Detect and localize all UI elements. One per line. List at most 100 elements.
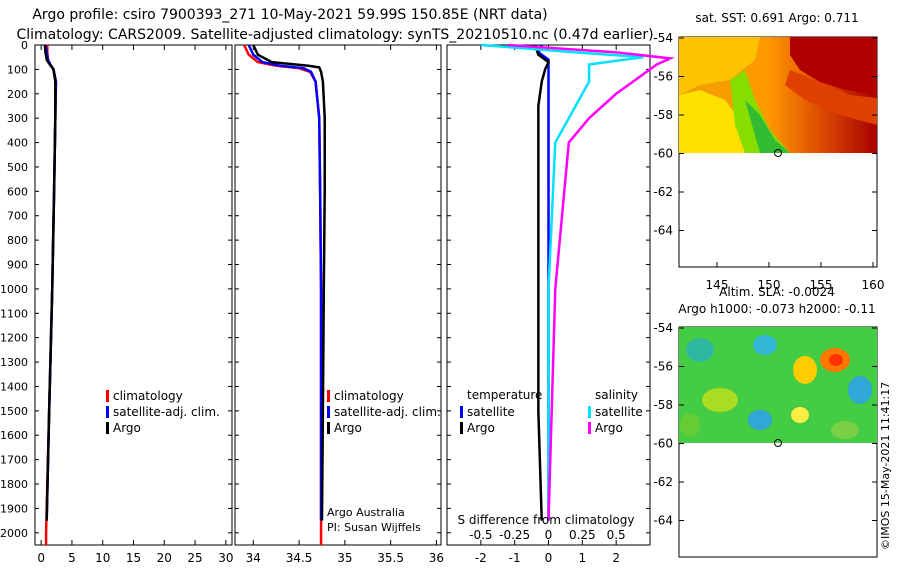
sst-argo-marker bbox=[774, 149, 782, 157]
series-line-satellite-adj-clim- bbox=[247, 44, 323, 521]
depth-tick-label: 200 bbox=[7, 88, 28, 101]
timestamp: ©IMOS 15-May-2021 11:41:17 bbox=[879, 382, 892, 550]
depth-tick-label: 1500 bbox=[0, 405, 28, 418]
title-line-2: Climatology: CARS2009. Satellite-adjuste… bbox=[16, 27, 653, 43]
series-line-argo bbox=[252, 44, 326, 521]
temperature-panel: 0 5 10 15 20 25 30 bbox=[34, 44, 233, 565]
legend-label-t-argo: Argo bbox=[467, 421, 495, 435]
sla-blob bbox=[793, 356, 817, 384]
map-y-tick-label: -54 bbox=[653, 31, 673, 45]
legend-label-s-argo: Argo bbox=[595, 421, 623, 435]
credit-line-2: PI: Susan Wijffels bbox=[327, 521, 421, 534]
map-y-tick-label: -64 bbox=[653, 514, 673, 528]
depth-tick-label: 300 bbox=[7, 112, 28, 125]
salinity-diff-tick-label: 0.25 bbox=[569, 528, 596, 542]
depth-tick-label: 800 bbox=[7, 234, 28, 247]
panel-frame bbox=[234, 44, 442, 546]
series-line-s-satellite bbox=[480, 43, 644, 521]
legend-label-satellite: satellite-adj. clim. bbox=[334, 405, 441, 419]
series-line-s-argo bbox=[507, 43, 675, 521]
x-tick-label: 15 bbox=[126, 551, 141, 565]
legend-swatch-argo bbox=[106, 422, 109, 434]
legend-swatch-s-satellite bbox=[588, 406, 591, 418]
depth-axis: 0 100 200 300 400 500 600 700 800 900 1000 1100 1200… bbox=[0, 39, 28, 540]
sst-map-title: sat. SST: 0.691 Argo: 0.711 bbox=[695, 11, 858, 25]
sla-blob bbox=[791, 407, 809, 423]
depth-tick-label: 1300 bbox=[0, 356, 28, 369]
sst-patch-red bbox=[785, 70, 877, 125]
map-x-tick-label: 145 bbox=[706, 278, 729, 292]
x-tick-label: 5 bbox=[68, 551, 76, 565]
legend-swatch-satellite bbox=[106, 406, 109, 418]
depth-tick-label: 900 bbox=[7, 259, 28, 272]
depth-tick-label: 400 bbox=[7, 137, 28, 150]
sst-map-axes: -54 -56 -58 -60 -62 -64 145 150 155 160 bbox=[653, 31, 884, 292]
sla-blob bbox=[686, 338, 714, 362]
depth-tick-label: 1200 bbox=[0, 332, 28, 345]
sla-blob bbox=[829, 354, 843, 366]
difference-xlabel: S difference from climatology bbox=[458, 513, 635, 527]
depth-tick-label: 600 bbox=[7, 185, 28, 198]
depth-tick-label: 500 bbox=[7, 161, 28, 174]
depth-tick-label: 2000 bbox=[0, 527, 28, 540]
depth-tick-label: 1400 bbox=[0, 380, 28, 393]
series-line-climatology bbox=[243, 44, 323, 545]
legend-swatch-climatology bbox=[106, 390, 109, 402]
salinity-diff-tick-label: -0.25 bbox=[499, 528, 530, 542]
sla-map-field bbox=[679, 327, 877, 443]
x-tick-label: 25 bbox=[187, 551, 202, 565]
legend-label-climatology: climatology bbox=[113, 389, 183, 403]
sla-blob bbox=[680, 413, 700, 437]
map-y-tick-label: -54 bbox=[653, 321, 673, 335]
depth-tick-label: 1600 bbox=[0, 429, 28, 442]
sla-blob bbox=[831, 421, 859, 439]
sst-map-field bbox=[679, 37, 877, 153]
x-tick-label: 1 bbox=[579, 551, 587, 565]
map-x-tick-label: 155 bbox=[810, 278, 833, 292]
sla-blob bbox=[748, 410, 772, 430]
difference-panel: -2 -1 0 1 2 bbox=[446, 43, 675, 565]
legend-swatch-climatology bbox=[327, 390, 330, 402]
sst-patch-darkgreen bbox=[745, 100, 790, 153]
legend-label-argo: Argo bbox=[334, 421, 362, 435]
salinity-diff-tick-label: -0.5 bbox=[469, 528, 492, 542]
depth-tick-label: 1700 bbox=[0, 454, 28, 467]
sla-map-title-2: Argo h1000: -0.073 h2000: -0.11 bbox=[678, 302, 875, 316]
sla-blob bbox=[848, 376, 872, 404]
salinity-legend: climatology satellite-adj. clim. Argo Ar… bbox=[327, 389, 441, 534]
x-tick-label: 34.5 bbox=[286, 551, 313, 565]
x-tick-label: 36 bbox=[429, 551, 444, 565]
x-tick-label: 30 bbox=[218, 551, 233, 565]
map-y-tick-label: -62 bbox=[653, 475, 673, 489]
difference-legend: temperature satellite Argo salinity sate… bbox=[458, 388, 643, 542]
x-tick-label: 2 bbox=[612, 551, 620, 565]
map-y-tick-label: -64 bbox=[653, 224, 673, 238]
map-y-tick-label: -62 bbox=[653, 185, 673, 199]
x-tick-label: 0 bbox=[37, 551, 45, 565]
legend-title-temperature: temperature bbox=[467, 388, 542, 402]
legend-title-salinity: salinity bbox=[595, 388, 638, 402]
sla-blob bbox=[702, 388, 738, 412]
x-tick-label: -1 bbox=[509, 551, 521, 565]
map-y-tick-label: -60 bbox=[653, 147, 673, 161]
sla-blob bbox=[753, 335, 777, 355]
depth-tick-label: 700 bbox=[7, 210, 28, 223]
depth-tick-label: 1100 bbox=[0, 307, 28, 320]
x-tick-label: 34 bbox=[246, 551, 261, 565]
sla-map-title-1: Altim. SLA: -0.0024 bbox=[719, 285, 835, 299]
salinity-panel: 34 34.5 35 35.5 36 bbox=[234, 44, 444, 565]
sst-patch-green bbox=[730, 70, 790, 153]
legend-swatch-t-satellite bbox=[460, 406, 463, 418]
map-x-tick-label: 150 bbox=[758, 278, 781, 292]
temperature-legend: climatology satellite-adj. clim. Argo bbox=[106, 389, 220, 435]
salinity-diff-tick-label: 0 bbox=[545, 528, 553, 542]
title-line-1: Argo profile: csiro 7900393_271 10-May-2… bbox=[32, 7, 547, 23]
depth-tick-label: 1800 bbox=[0, 478, 28, 491]
sla-argo-marker bbox=[774, 439, 782, 447]
salinity-diff-ticks: -0.5 -0.25 0 0.25 0.5 bbox=[469, 528, 626, 542]
x-tick-label: 35.5 bbox=[377, 551, 404, 565]
sst-map: sat. SST: 0.691 Argo: 0.711 -54 -56 -58 -60… bbox=[653, 11, 884, 292]
credit-line-1: Argo Australia bbox=[327, 506, 405, 519]
depth-tick-label: 0 bbox=[21, 39, 28, 52]
x-tick-label: 20 bbox=[157, 551, 172, 565]
